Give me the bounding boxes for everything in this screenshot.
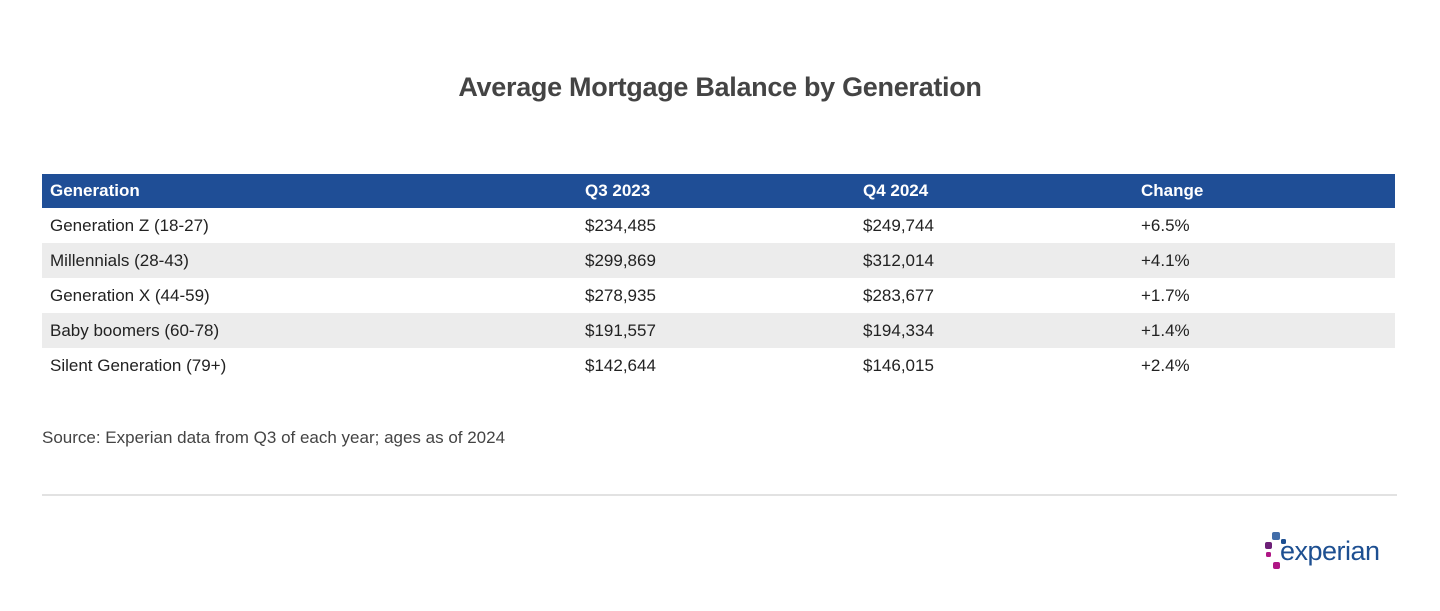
table-cell: $234,485 [585, 215, 656, 235]
column-header: Generation [42, 174, 577, 208]
table-cell: $191,557 [577, 313, 855, 348]
table-row: Silent Generation (79+) $142,644 $146,015 +… [42, 348, 1395, 383]
table-row: Millennials (28-43) $299,869 $312,014 +4.1% [42, 243, 1395, 278]
table-cell: Baby boomers (60-78) [42, 313, 577, 348]
table-cell: $146,015 [863, 355, 934, 375]
table-cell: Generation X (44-59) [50, 285, 210, 305]
logo-dot [1273, 562, 1280, 569]
table-row: Generation Z (18-27) $234,485 $249,744 +6.5… [42, 208, 1395, 243]
table-cell: +1.7% [1141, 285, 1190, 305]
table-cell: +4.1% [1133, 243, 1395, 278]
logo-dot [1265, 542, 1272, 549]
table-cell: Silent Generation (79+) [50, 355, 227, 375]
table-body: Generation Z (18-27) $234,485 $249,744 +6.5… [42, 208, 1395, 383]
table-row: Generation X (44-59) $278,935 $283,677 +1.7… [42, 278, 1395, 313]
table-cell: $278,935 [585, 285, 656, 305]
table-cell: $312,014 [855, 243, 1133, 278]
header-row: Generation Q3 2023 Q4 2024 Change [42, 174, 1395, 208]
table-cell: $283,677 [863, 285, 934, 305]
table-cell: $142,644 [585, 355, 656, 375]
data-table: Generation Q3 2023 Q4 2024 Change Generatio… [42, 174, 1395, 383]
table-cell: +6.5% [1141, 215, 1190, 235]
logo-text: experian [1280, 536, 1380, 566]
table-head: Generation Q3 2023 Q4 2024 Change [42, 174, 1395, 208]
table-cell: Generation Z (18-27) [50, 215, 209, 235]
table-cell: $249,744 [863, 215, 934, 235]
logo-dot [1266, 552, 1271, 557]
divider [42, 494, 1397, 496]
logo-mark [1265, 532, 1286, 569]
source-note: Source: Experian data from Q3 of each ye… [42, 428, 506, 447]
table-cell: Millennials (28-43) [42, 243, 577, 278]
table-cell: $194,334 [855, 313, 1133, 348]
logo-dot [1272, 532, 1280, 540]
table-cell: +1.4% [1133, 313, 1395, 348]
table-cell: +2.4% [1141, 355, 1190, 375]
logo-dot [1281, 539, 1286, 544]
table-cell: $299,869 [577, 243, 855, 278]
column-header: Q4 2024 [855, 174, 1133, 208]
table-row: Baby boomers (60-78) $191,557 $194,334 +1.4… [42, 313, 1395, 348]
column-header: Change [1133, 174, 1395, 208]
column-header: Q3 2023 [577, 174, 855, 208]
title: Average Mortgage Balance by Generation [458, 72, 982, 102]
